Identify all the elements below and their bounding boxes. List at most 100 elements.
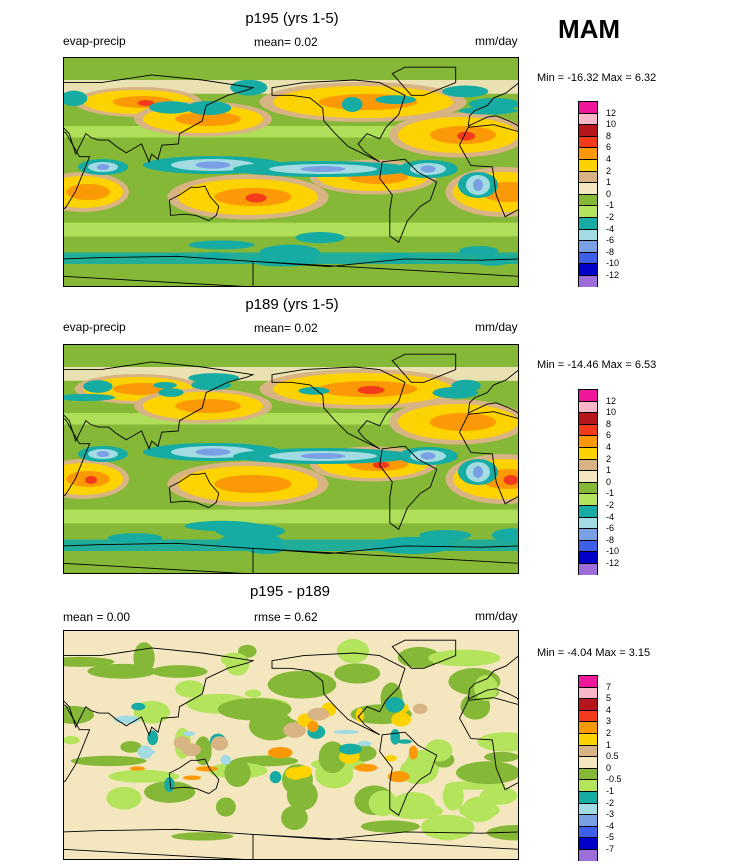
field-blob (106, 786, 142, 810)
field-blob (120, 741, 142, 753)
colorbar-swatch (578, 240, 598, 252)
colorbar-swatch (578, 481, 598, 494)
field-blob (397, 739, 412, 744)
colorbar-tick-label: 3 (606, 716, 612, 727)
colorbar-swatch (578, 423, 598, 436)
field-blob (175, 680, 205, 698)
colorbar-swatch (578, 493, 598, 505)
colorbar-swatch (578, 170, 598, 183)
colorbar-swatch (578, 814, 598, 826)
field-blob (456, 761, 519, 785)
colorbar-swatch (578, 400, 598, 413)
colorbar-tick-label: 8 (606, 418, 612, 429)
colorbar-swatch (578, 837, 598, 849)
field-blob (391, 712, 411, 727)
colorbar-swatch (578, 124, 598, 136)
field-blob (420, 165, 436, 173)
field-blob (338, 743, 362, 755)
colorbar-tick-label: 0 (606, 188, 612, 199)
colorbar-tick-label: -2 (606, 797, 615, 808)
colorbar-swatch (578, 528, 598, 540)
colorbar-tick-label: -2 (606, 212, 615, 222)
colorbar-tick-label: 0.5 (606, 751, 619, 762)
coastline (63, 131, 91, 210)
field-blob (215, 797, 236, 817)
colorbar-tick-label: -7 (606, 844, 615, 854)
coastline (379, 158, 438, 243)
field-blob (307, 707, 330, 721)
coastline (467, 655, 519, 701)
panel-2-title: p189 (yrs 1-5) (245, 296, 339, 313)
field-blob (298, 386, 330, 395)
field-blob (158, 388, 184, 397)
colorbar-tick-label: -12 (606, 270, 620, 280)
colorbar-swatch (578, 458, 598, 471)
field-blob (459, 246, 499, 256)
panel-1-minmax: Min = -16.32 Max = 6.32 (537, 72, 657, 84)
field-blob (412, 703, 428, 714)
field-blob (354, 763, 378, 772)
colorbar-swatch (578, 470, 598, 482)
colorbar-swatch (578, 516, 598, 529)
field-blob (195, 448, 231, 456)
coastline (467, 369, 519, 415)
field-blob (375, 95, 417, 105)
coastline (63, 361, 255, 451)
field-blob (96, 451, 110, 457)
colorbar-tick-label: -0.5 (606, 774, 622, 785)
field-blob (442, 85, 489, 98)
colorbar-tick-label: 2 (606, 453, 612, 464)
field-blob (360, 820, 420, 833)
colorbar-swatch (578, 389, 598, 401)
colorbar-swatch (578, 217, 598, 229)
field-blob (484, 751, 519, 763)
field-blob (295, 765, 312, 778)
coastline (467, 82, 519, 128)
colorbar-swatch (578, 675, 598, 687)
field-blob (137, 745, 153, 759)
field-blob (295, 232, 345, 244)
panel-2-minmax: Min = -14.46 Max = 6.53 (537, 359, 657, 371)
coastline (252, 258, 519, 277)
colorbar-swatch (578, 101, 598, 113)
field-blob (281, 805, 308, 831)
colorbar-swatch (578, 193, 598, 206)
field-blob (217, 698, 292, 721)
coastline (458, 411, 519, 505)
panel-2-mean: mean= 0.02 (254, 321, 318, 335)
panel-2-units: mm/day (475, 320, 518, 334)
field-blob (390, 729, 401, 745)
field-blob (184, 520, 261, 532)
field-blob (63, 90, 88, 107)
colorbar-swatch (578, 263, 598, 275)
colorbar-swatch (578, 721, 598, 733)
map-field (63, 57, 519, 287)
map-field (63, 344, 519, 574)
colorbar-swatch (578, 767, 598, 780)
colorbar-tick-label: 0 (606, 762, 612, 773)
colorbar-swatch (578, 182, 598, 194)
coastline (63, 74, 255, 164)
colorbar-tick-label: -1 (606, 488, 615, 499)
panel-1-title: p195 (yrs 1-5) (245, 10, 339, 27)
field-blob (87, 663, 157, 679)
colorbar-tick-label: -8 (606, 246, 615, 257)
field-blob (397, 646, 441, 668)
colorbar-tick-label: 1 (606, 177, 612, 188)
map-frame (63, 57, 519, 287)
field-blob (334, 663, 381, 684)
field-blob (96, 164, 110, 170)
colorbar-swatch (578, 112, 598, 125)
field-blob (267, 670, 337, 699)
colorbar-tick-label: -4 (606, 223, 615, 234)
colorbar-tick-label: 8 (606, 130, 612, 141)
field-blob (110, 769, 172, 783)
zonal-band (63, 413, 519, 425)
field-blob (473, 179, 483, 191)
field-blob (225, 653, 250, 676)
field-blob (384, 697, 405, 713)
coastline (63, 704, 91, 783)
colorbar-tick-label: 4 (606, 704, 612, 715)
field-blob (63, 656, 115, 667)
coastline (271, 366, 406, 450)
